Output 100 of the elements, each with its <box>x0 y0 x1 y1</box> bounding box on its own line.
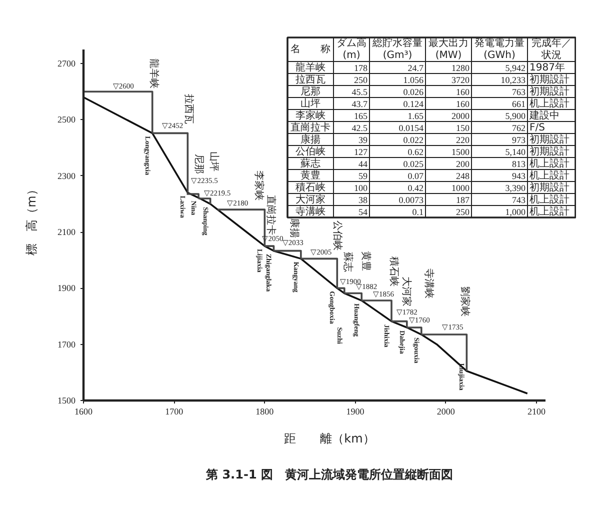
text: 机上設計 <box>530 206 570 218</box>
text: 59 <box>358 171 368 181</box>
text: 38 <box>358 195 368 205</box>
text: 5,942 <box>505 63 526 73</box>
annotation: 李家峡 <box>253 170 266 201</box>
text: 3720 <box>452 75 470 85</box>
text: 1.056 <box>403 75 424 85</box>
text: 1,000 <box>505 207 526 217</box>
annotation: 尼那 <box>193 154 204 174</box>
text: 初期設計 <box>530 134 570 146</box>
x-tick-label: 1800 <box>256 406 274 416</box>
x-tick-label: 1600 <box>74 406 93 416</box>
y-tick-label: 2700 <box>58 58 76 69</box>
text: 943 <box>512 171 526 181</box>
y-tick-label: 1700 <box>58 339 76 350</box>
text: 建設中 <box>530 110 560 122</box>
text: 0.022 <box>403 135 424 145</box>
annotation: 寺溝峡 <box>422 268 435 298</box>
text: 初期設計 <box>530 146 570 158</box>
text: 220 <box>456 135 470 145</box>
y-tick-label: 2500 <box>58 114 76 125</box>
text: 24.7 <box>408 63 424 73</box>
text: 743 <box>512 195 526 205</box>
text: 1280 <box>452 63 470 73</box>
annotation: 蘇志 <box>342 252 354 272</box>
text: 43.7 <box>352 99 368 109</box>
category-label: 大河家 <box>296 194 326 206</box>
x-tick-label: 2100 <box>527 406 546 416</box>
text: 248 <box>456 171 470 181</box>
text: 1987年 <box>530 62 565 74</box>
annotation: 山坪 <box>208 151 220 172</box>
text: 1.65 <box>408 111 424 121</box>
y-tick-label: 1900 <box>58 283 76 294</box>
category-label: 直崗拉卡 <box>290 122 330 134</box>
text: 1500 <box>452 147 470 157</box>
text: 165 <box>354 111 368 121</box>
annotation: 大河家 <box>400 276 412 306</box>
text: 200 <box>456 159 470 169</box>
category-label: 完成年／状況 <box>532 37 572 61</box>
annotation: 劉家峡 <box>459 286 472 317</box>
x-tick-label: 2000 <box>436 406 456 416</box>
text: 39 <box>358 135 368 145</box>
category-label: 李家峡 <box>296 110 326 122</box>
y-axis-title: 標 高（m） <box>24 184 38 256</box>
category-label: 康揚 <box>300 134 320 146</box>
text: 1000 <box>452 183 470 193</box>
text: 3,390 <box>505 183 526 193</box>
text: 0.124 <box>403 99 424 109</box>
category-label: 積石峡 <box>296 182 326 194</box>
text: 973 <box>512 135 526 145</box>
text: 机上設計 <box>530 158 570 170</box>
annotation: 康揚 <box>288 218 300 238</box>
text: 0.025 <box>403 159 424 169</box>
text: 100 <box>354 183 368 193</box>
category-label: 龍羊峡 <box>296 62 326 74</box>
category-label: 最大出力 (MW) <box>428 37 468 61</box>
text: 45.5 <box>352 87 368 97</box>
text: 763 <box>512 87 526 97</box>
y-tick-label: 2100 <box>58 227 76 238</box>
text: 813 <box>512 159 526 169</box>
y-tick-label: 2300 <box>58 170 76 181</box>
text: 187 <box>456 195 470 205</box>
text: 5,140 <box>505 147 526 157</box>
text: 150 <box>456 123 470 133</box>
category-label: ダム高 (m) <box>336 37 366 61</box>
annotation: 直崗拉卡 <box>265 195 278 236</box>
text: 54 <box>358 207 368 217</box>
text: 初期設計 <box>530 86 570 98</box>
text: 160 <box>456 99 470 109</box>
category-label: 黄豊 <box>300 170 320 182</box>
category-label: 尼那 <box>300 86 320 98</box>
text: 44 <box>358 159 368 169</box>
text: 机上設計 <box>530 98 570 110</box>
text: 第 3.1-1 図 黄河上流域発電所位置縦断面図 <box>205 468 453 482</box>
text: 0.026 <box>403 87 424 97</box>
text: 0.1 <box>412 207 424 217</box>
category-label: 山坪 <box>300 98 320 110</box>
text: 661 <box>512 99 526 109</box>
category-label: 蘇志 <box>300 158 320 170</box>
text: 初期設計 <box>530 74 570 86</box>
category-label: 発電電力量 (GWh) <box>474 37 524 61</box>
text: F/S <box>530 122 545 134</box>
text: 250 <box>456 207 470 217</box>
annotation: 公伯峡 <box>332 220 344 251</box>
text: 762 <box>512 123 526 133</box>
annotation: 黄豊 <box>360 251 372 272</box>
text: 初期設計 <box>530 182 570 194</box>
x-tick-label: 1700 <box>165 406 184 416</box>
category-label: 公伯峡 <box>296 146 326 158</box>
text: 机上設計 <box>530 170 570 182</box>
text: 0.42 <box>408 183 424 193</box>
annotation: 拉西瓦 <box>183 94 196 124</box>
category-label: 寺溝峡 <box>296 206 326 218</box>
category-label: 名 称 <box>290 43 330 55</box>
text: 0.62 <box>408 147 424 157</box>
text: 250 <box>354 75 368 85</box>
text: 机上設計 <box>530 194 570 206</box>
text: 10,233 <box>500 75 526 85</box>
text: 0.0073 <box>398 195 424 205</box>
text: 0.07 <box>408 171 424 181</box>
